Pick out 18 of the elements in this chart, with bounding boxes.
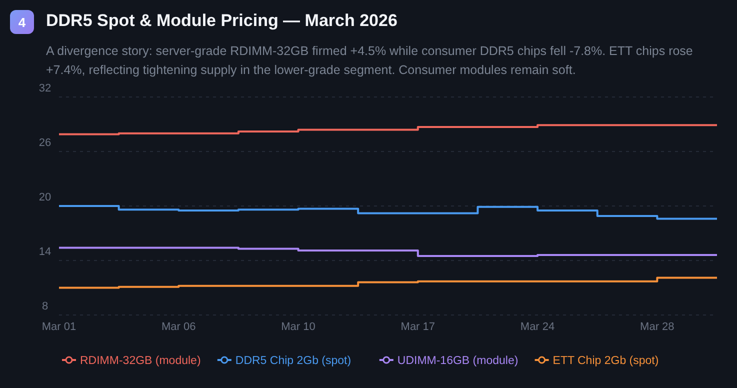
chart-subtitle: A divergence story: server-grade RDIMM-32GB firmed +4.5% while consumer DDR5 chips fell -7.8%. ETT chips rose +7.4%, reflecting tightening supply in the lower-grade segment. Consumer modules remain soft. bbox=[46, 43, 694, 79]
legend-label: RDIMM-32GB (module) bbox=[80, 355, 201, 367]
legend-label: ETT Chip 2Gb (spot) bbox=[552, 355, 659, 367]
x-tick-label: Mar 17 bbox=[400, 321, 436, 333]
legend-label: DDR5 Chip 2Gb (spot) bbox=[235, 355, 352, 367]
x-tick-label: Mar 28 bbox=[640, 321, 674, 333]
y-tick-label: 8 bbox=[42, 300, 48, 312]
y-tick-label: 32 bbox=[38, 82, 52, 94]
x-tick-label: Mar 01 bbox=[42, 321, 76, 333]
y-tick-label: 20 bbox=[38, 192, 52, 204]
x-tick-label: Mar 24 bbox=[520, 321, 555, 333]
legend-label: UDIMM-16GB (module) bbox=[397, 355, 518, 367]
chart-title: DDR5 Spot & Module Pricing — March 2026 bbox=[46, 11, 398, 31]
x-tick-label: Mar 10 bbox=[281, 321, 316, 333]
number-badge: 4 bbox=[10, 10, 34, 34]
y-tick-label: 26 bbox=[38, 137, 52, 149]
y-tick-label: 14 bbox=[38, 246, 52, 258]
x-tick-label: Mar 06 bbox=[162, 321, 196, 333]
